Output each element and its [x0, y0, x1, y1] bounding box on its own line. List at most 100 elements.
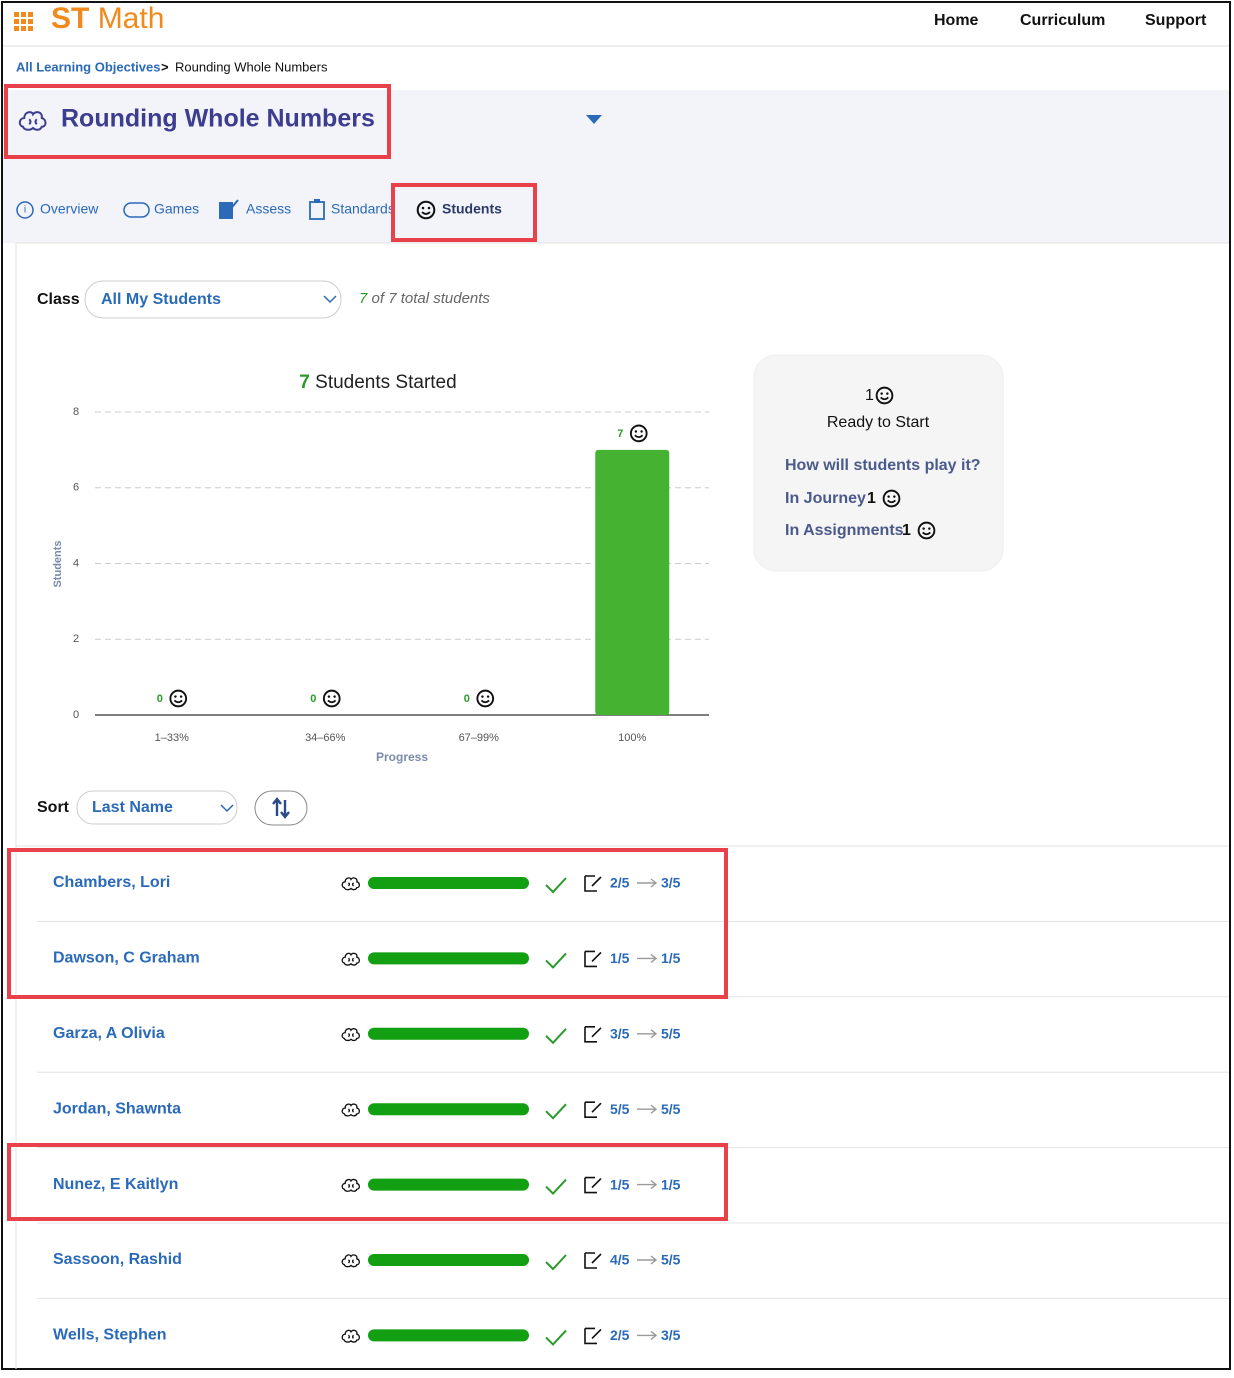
assess-icon [584, 1101, 602, 1118]
pre-score: 1/5 [610, 950, 630, 966]
post-score: 3/5 [661, 875, 681, 891]
progress-bar [368, 1178, 529, 1191]
arrow-icon [637, 1180, 658, 1190]
pre-score: 1/5 [610, 1176, 630, 1192]
pre-score: 2/5 [610, 1327, 630, 1343]
y-axis-label: Students [52, 540, 64, 587]
objective-band [3, 90, 1229, 243]
progress-bar [368, 1329, 529, 1342]
class-selected: All My Students [101, 291, 221, 308]
class-label: Class [37, 291, 80, 308]
student-name[interactable]: Garza, A Olivia [53, 1025, 165, 1042]
post-score: 5/5 [661, 1026, 681, 1042]
tab[interactable]: Assess [219, 199, 291, 219]
chart: 7 Students Started Students Progress 0 2 4… [52, 372, 709, 764]
student-name[interactable]: Chambers, Lori [53, 874, 170, 891]
progress-bar [368, 1103, 529, 1116]
tab[interactable]: Students [416, 200, 502, 220]
progress-bar [368, 1027, 529, 1040]
sort-select[interactable] [76, 790, 238, 825]
post-score: 5/5 [661, 1252, 681, 1268]
logo-math: Math [98, 2, 165, 35]
chevron [323, 295, 337, 304]
objective-dropdown[interactable] [586, 115, 602, 124]
journey-label: In Journey [785, 490, 866, 507]
journey-count: 1 [867, 490, 876, 507]
student-list: Chambers, Lori 2/5 3/5 Dawson, C Graham 1/5 1… [16, 845, 1229, 1346]
assess-icon [584, 875, 602, 892]
tab-label: Assess [246, 201, 291, 217]
pre-score: 3/5 [610, 1026, 630, 1042]
tab-label: Standards [331, 201, 395, 217]
tab-label: Students [442, 201, 502, 217]
student-name[interactable]: Dawson, C Graham [53, 950, 200, 967]
svg-text:i: i [24, 205, 26, 216]
logo-st: ST [51, 2, 89, 35]
title-count: 7 [299, 372, 310, 393]
shown-count: 7 [359, 290, 368, 307]
ready-card [753, 354, 1004, 572]
breadcrumb-separator: > [161, 59, 169, 74]
post-score: 1/5 [661, 950, 681, 966]
tab[interactable]: i Overview [16, 201, 99, 219]
y-tick-label: 4 [73, 557, 79, 569]
check-icon [545, 1254, 567, 1271]
pre-score: 2/5 [610, 875, 630, 891]
check-icon [545, 952, 567, 969]
ready-count: 1 [865, 387, 874, 404]
x-tick-label: 1–33% [155, 732, 189, 744]
nav-link[interactable]: Home [934, 12, 979, 29]
assignments-count: 1 [902, 522, 911, 539]
check-icon [545, 1329, 567, 1346]
progress-bar [368, 1254, 529, 1266]
y-tick-label: 2 [73, 633, 79, 645]
assess-icon [584, 950, 602, 968]
tab-label: Overview [40, 201, 99, 217]
nav-link[interactable]: Curriculum [1020, 12, 1105, 29]
x-tick-label: 34–66% [305, 732, 346, 744]
highlight-box [391, 183, 537, 242]
pre-score: 4/5 [610, 1252, 630, 1268]
tab-label: Games [154, 201, 199, 217]
value-label: 7 [617, 428, 623, 440]
progress-bar [368, 877, 529, 889]
y-tick-label: 0 [73, 709, 79, 721]
arrow-icon [637, 1029, 658, 1039]
student-name[interactable]: Nunez, E Kaitlyn [53, 1176, 178, 1193]
nav-link[interactable]: Support [1145, 12, 1207, 29]
highlight-box [7, 1143, 728, 1221]
student-name[interactable]: Jordan, Shawnta [53, 1100, 181, 1117]
y-tick-label: 8 [73, 406, 79, 418]
bar [595, 449, 670, 715]
highlight-box [4, 84, 391, 159]
ready-label: Ready to Start [827, 414, 930, 431]
pre-score: 5/5 [610, 1101, 630, 1117]
highlight-box [7, 848, 728, 999]
arrow-icon [637, 878, 658, 888]
breadcrumb-link[interactable]: All Learning Objectives [16, 59, 161, 74]
sort-label: Sort [37, 799, 70, 816]
class-select[interactable] [84, 280, 342, 319]
arrow-icon [637, 953, 658, 963]
assess-icon [584, 1176, 602, 1194]
student-name[interactable]: Wells, Stephen [53, 1327, 167, 1344]
arrow-icon [637, 1330, 658, 1340]
objective-title: Rounding Whole Numbers [61, 105, 375, 133]
value-label: 0 [464, 693, 470, 705]
apps-icon[interactable] [14, 12, 33, 31]
arrow-icon [637, 1255, 658, 1265]
chevron [220, 804, 234, 813]
student-name[interactable]: Sassoon, Rashid [53, 1251, 182, 1268]
check-icon [545, 1103, 567, 1120]
x-tick-label: 100% [618, 732, 646, 744]
tab[interactable]: Standards [309, 199, 395, 220]
assess-icon [584, 1252, 602, 1269]
sort-direction-button[interactable] [254, 790, 308, 826]
chart-title: 7 Students Started [299, 372, 456, 393]
arrow-icon [637, 1104, 658, 1114]
x-tick-label: 67–99% [459, 732, 500, 744]
x-axis-label: Progress [376, 750, 428, 764]
logo[interactable]: ST Math [51, 2, 164, 35]
tab[interactable]: Games [123, 201, 199, 218]
post-score: 1/5 [661, 1176, 681, 1192]
